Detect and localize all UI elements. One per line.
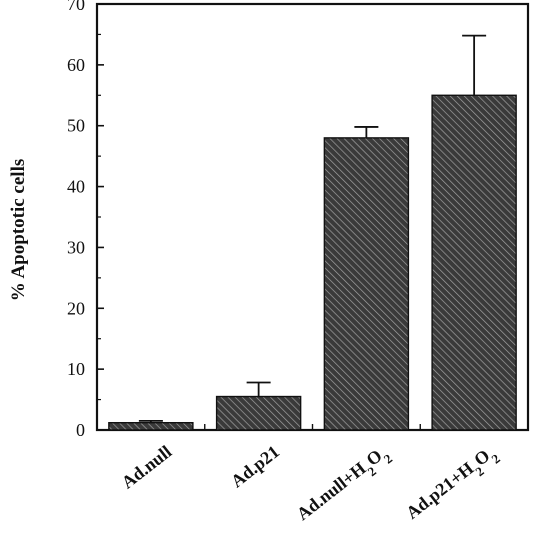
y-tick-label: 60 <box>67 55 85 75</box>
y-tick-label: 10 <box>67 359 85 379</box>
y-tick-label: 40 <box>67 177 85 197</box>
y-tick-label: 70 <box>67 0 85 14</box>
x-tick-label: Ad.null <box>118 441 176 492</box>
x-tick-label: Ad.p21 <box>227 441 283 491</box>
y-tick-label: 20 <box>67 298 85 318</box>
plot-area: 0 10 20 30 40 50 60 70 Ad.null Ad.p21 Ad.null+H2O2… <box>67 0 530 529</box>
bar <box>215 395 302 431</box>
y-tick-label: 0 <box>76 420 85 440</box>
y-tick-label: 30 <box>67 237 85 257</box>
y-axis-label: % Apoptotic cells <box>8 159 29 302</box>
bar <box>323 137 410 431</box>
bar <box>431 94 517 431</box>
y-tick-label: 50 <box>67 116 85 136</box>
x-tick-label: Ad.p21+H2O2 <box>402 441 502 528</box>
bar <box>108 421 194 431</box>
x-tick-label: Ad.null+H2O2 <box>293 441 395 529</box>
